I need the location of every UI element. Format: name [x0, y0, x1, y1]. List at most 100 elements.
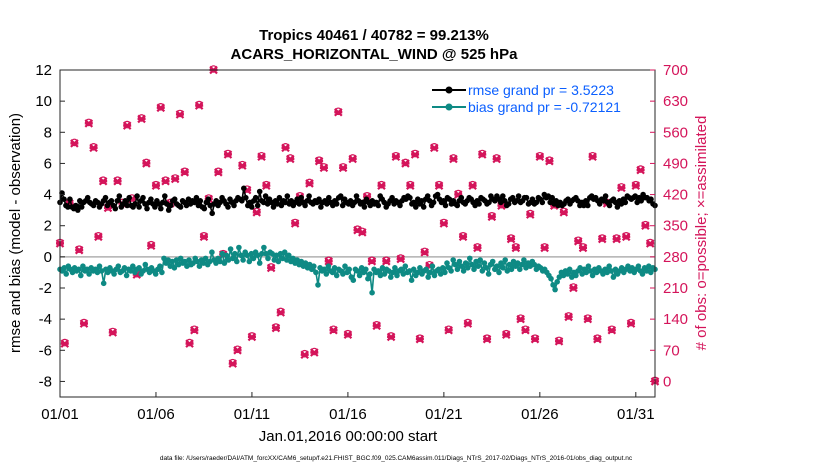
- legend-rmse-marker: [445, 86, 453, 94]
- bias-series-point: [340, 271, 346, 277]
- obs-assimilated-marker: [170, 174, 180, 184]
- obs-assimilated-marker: [214, 168, 223, 177]
- obs-assimilated-marker: [185, 339, 194, 348]
- obs-assimilated-marker: [564, 312, 573, 322]
- rmse-series-point: [78, 204, 85, 210]
- obs-assimilated-marker: [252, 208, 262, 217]
- rmse-series-point: [529, 196, 536, 202]
- bias-series-point: [182, 258, 188, 265]
- bias-series-point: [171, 265, 178, 271]
- obs-assimilated-marker: [410, 150, 420, 159]
- bias-series-point: [331, 265, 338, 271]
- y-left-tick-label: 10: [35, 93, 52, 110]
- rmse-series-point: [361, 204, 368, 210]
- y-right-tick-label: 210: [663, 280, 688, 297]
- bias-series-point: [410, 266, 417, 273]
- rmse-series-point: [430, 199, 437, 206]
- bias-series-point: [202, 255, 209, 262]
- bias-series-point: [111, 271, 117, 277]
- rmse-series-point: [73, 202, 79, 209]
- y-right-tick-label: 490: [663, 155, 688, 172]
- obs-assimilated-marker: [420, 248, 429, 257]
- bias-series-point: [286, 252, 292, 259]
- bias-series-point: [350, 277, 357, 284]
- obs-assimilated-marker: [382, 257, 391, 266]
- bias-series-point: [161, 255, 167, 262]
- obs-assimilated-marker: [391, 152, 401, 162]
- bias-series-point: [583, 269, 590, 276]
- rmse-series-point: [515, 193, 522, 199]
- x-tick-label: 01/21: [425, 406, 463, 423]
- bias-series-point: [244, 252, 250, 259]
- rmse-series-point: [442, 202, 449, 209]
- obs-assimilated-marker: [180, 168, 190, 177]
- obs-assimilated-marker: [194, 101, 204, 110]
- bias-series-point: [254, 252, 261, 259]
- bias-series-point: [246, 258, 253, 265]
- rmse-series-point: [262, 193, 269, 199]
- bias-series-point: [234, 258, 240, 265]
- obs-assimilated-marker: [583, 314, 593, 324]
- bias-series-point: [259, 250, 265, 257]
- bias-series-point: [629, 265, 635, 271]
- bias-series-point: [369, 289, 375, 296]
- rmse-series-point: [241, 185, 247, 192]
- obs-assimilated-marker: [314, 156, 324, 166]
- bias-series-point: [554, 279, 560, 285]
- bias-series-point: [390, 269, 396, 276]
- bias-series-point: [209, 249, 215, 255]
- obs-assimilated-marker: [415, 334, 425, 344]
- obs-assimilated-marker: [540, 243, 549, 253]
- bias-series-point: [437, 271, 444, 277]
- obs-assimilated-marker: [429, 143, 439, 153]
- bias-series-point: [236, 244, 242, 251]
- rmse-series-point: [389, 194, 395, 201]
- y-left-tick-label: 2: [44, 218, 52, 235]
- obs-assimilated-marker: [161, 176, 170, 186]
- y-right-tick-label: 350: [663, 218, 688, 235]
- obs-assimilated-marker: [511, 243, 521, 253]
- rmse-series-point: [407, 194, 413, 201]
- bias-series-point: [639, 271, 646, 277]
- rmse-series-point: [614, 204, 621, 210]
- rmse-series-point: [116, 193, 123, 199]
- obs-assimilated-marker: [79, 319, 89, 328]
- bias-series-point: [508, 266, 515, 273]
- axes-layer: -8 -6 -4 -2 0 2 4 6 8 10 12 0 70 140 210 280 350 420 490 56…: [35, 62, 688, 423]
- rmse-series-point: [165, 207, 172, 213]
- bias-series-point: [207, 258, 213, 265]
- bias-series-point: [431, 272, 438, 279]
- x-tick-label: 01/16: [329, 406, 367, 423]
- bias-series-point: [394, 272, 400, 279]
- obs-assimilated-marker: [626, 319, 636, 328]
- bias-series-point: [589, 272, 596, 279]
- rmse-series-point: [124, 202, 130, 209]
- y-right-tick-label: 0: [663, 373, 671, 390]
- bias-series-point: [269, 250, 276, 257]
- bias-series-point: [481, 260, 488, 266]
- bias-series-point: [186, 257, 192, 263]
- rmse-series-point: [243, 194, 249, 201]
- bias-series-point: [217, 258, 223, 265]
- obs-assimilated-marker: [60, 339, 70, 348]
- bias-series-point: [342, 263, 348, 270]
- bias-series-point: [485, 271, 492, 277]
- bias-series-point: [100, 280, 107, 287]
- obs-assimilated-marker: [276, 308, 286, 317]
- obs-assimilated-marker: [74, 245, 84, 255]
- y-axis-label-left: rmse and bias (model - observation): [7, 113, 24, 353]
- rmse-series-point: [333, 201, 340, 207]
- obs-assimilated-marker: [516, 314, 525, 324]
- obs-assimilated-marker: [506, 234, 516, 244]
- obs-assimilated-marker: [569, 283, 578, 293]
- bias-series-point: [494, 263, 500, 270]
- bias-series-point: [248, 250, 255, 257]
- obs-assimilated-marker: [84, 119, 94, 128]
- bias-series-point: [519, 261, 525, 268]
- bias-series-point: [98, 268, 105, 274]
- obs-assimilated-marker: [319, 163, 329, 173]
- rmse-series-point: [152, 204, 158, 210]
- y-left-tick-label: 6: [44, 155, 52, 172]
- bias-series-point: [587, 268, 594, 274]
